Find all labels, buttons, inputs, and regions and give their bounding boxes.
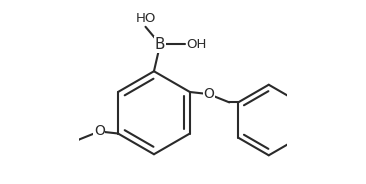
Text: HO: HO bbox=[135, 12, 156, 25]
Text: O: O bbox=[203, 87, 214, 101]
Text: B: B bbox=[155, 37, 165, 52]
Text: OH: OH bbox=[186, 38, 206, 51]
Text: O: O bbox=[94, 124, 105, 138]
